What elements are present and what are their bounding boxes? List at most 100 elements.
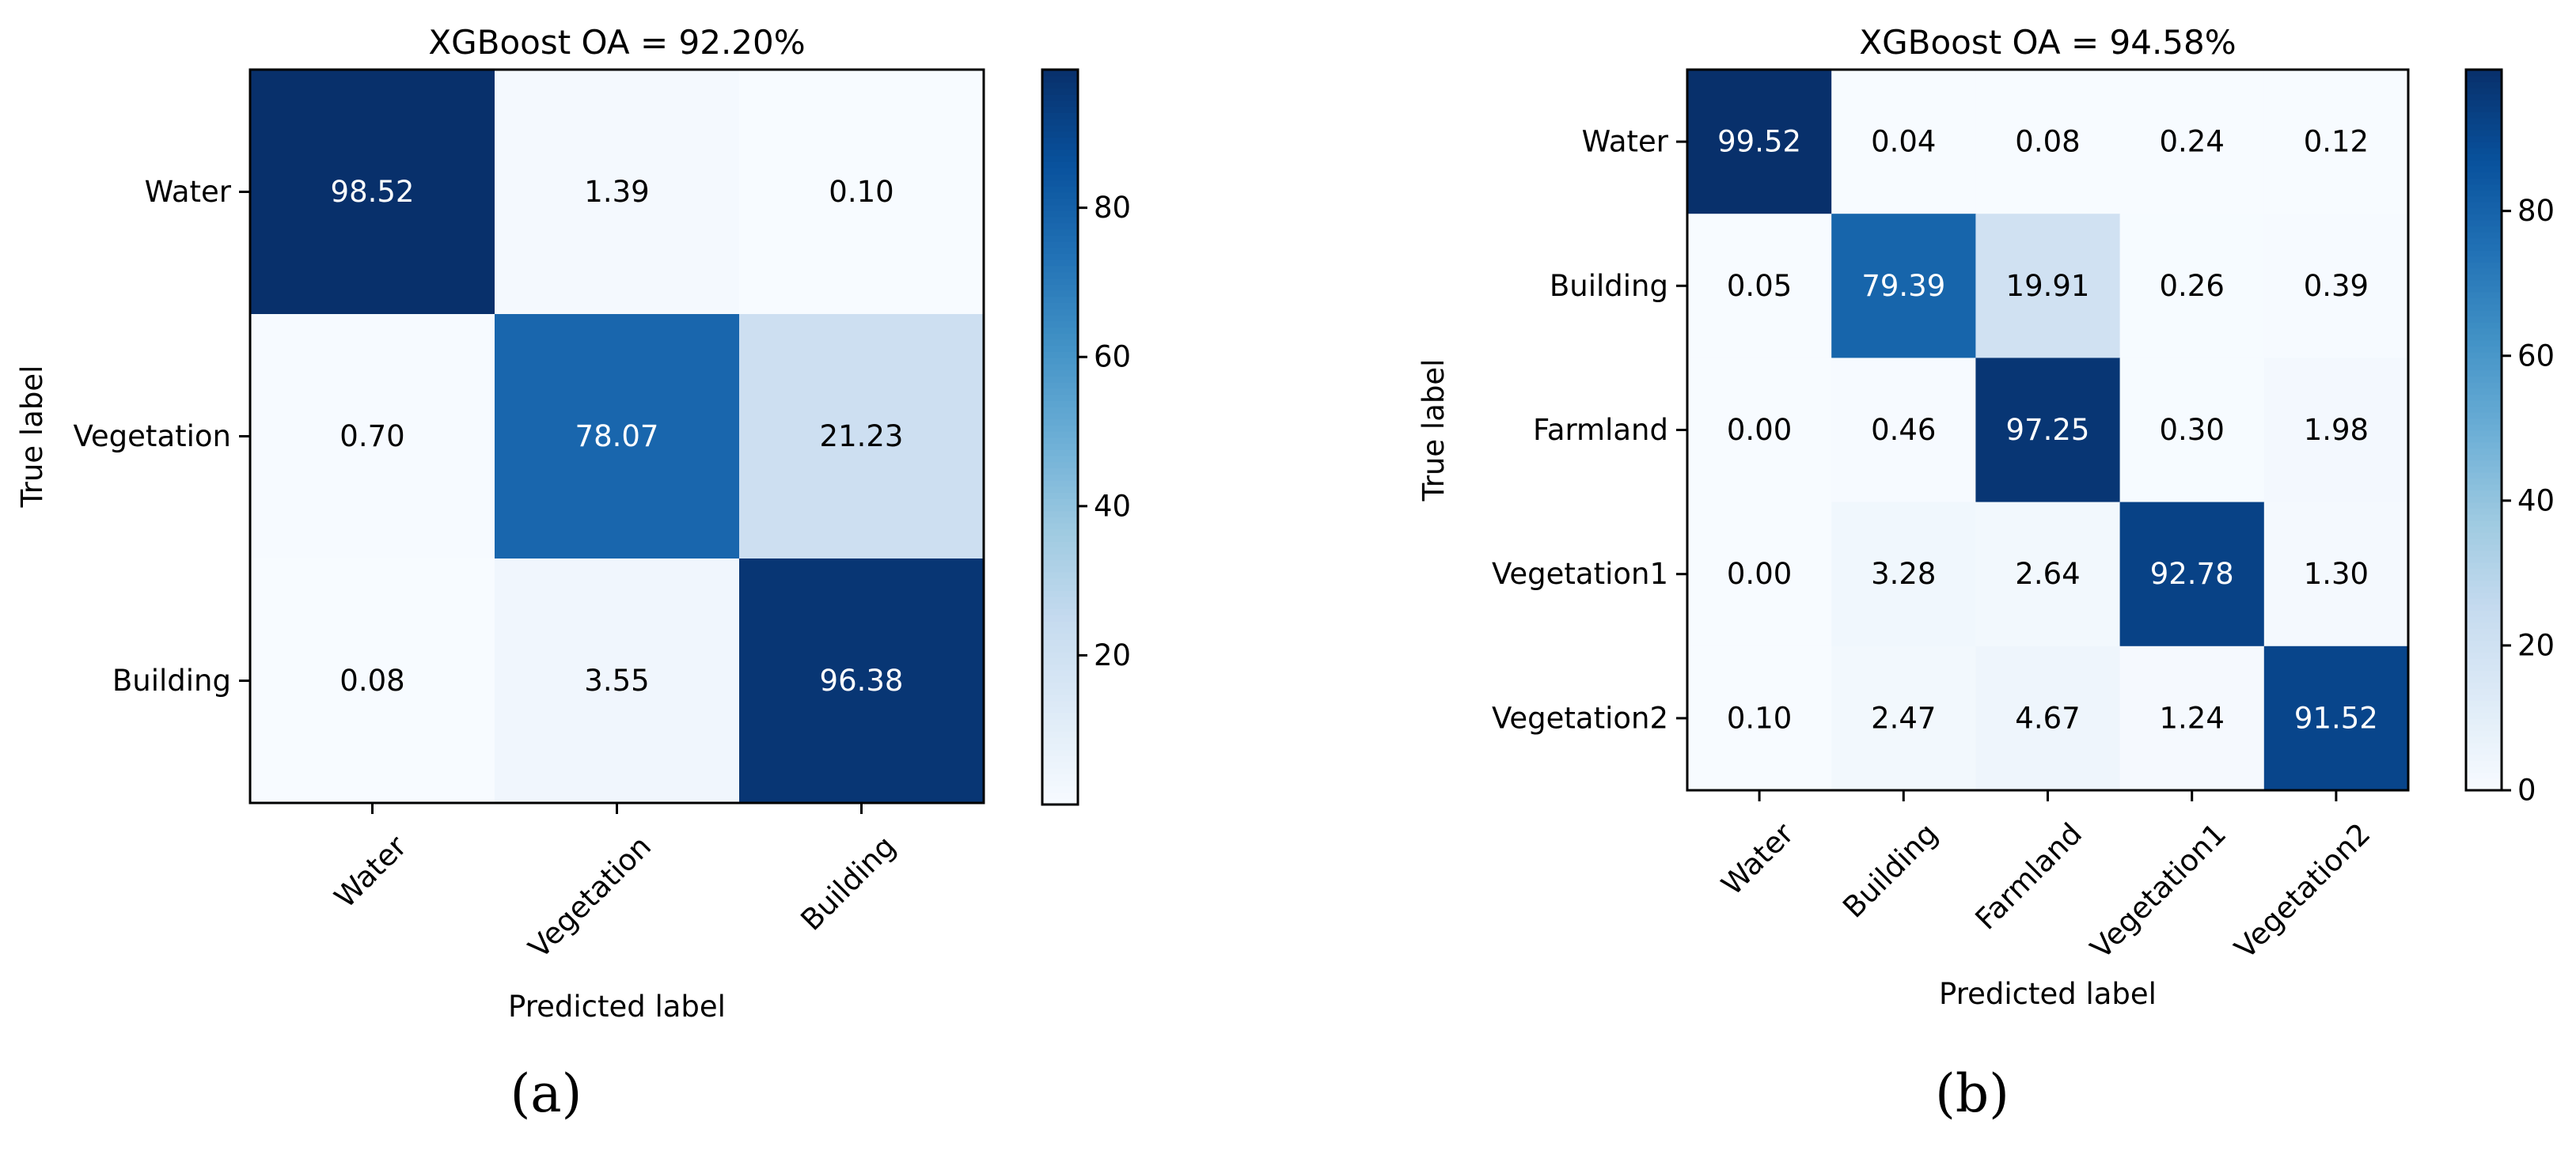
panel-a-y-axis-label: True label — [15, 365, 49, 509]
panel-a-colorbar-segment — [1042, 559, 1078, 566]
panel-b-colorbar-segment — [2466, 346, 2502, 353]
panel-b-colorbar-segment — [2466, 309, 2502, 317]
panel-b-colorbar-segment — [2466, 177, 2502, 185]
panel-a-colorbar-segment — [1042, 247, 1078, 255]
panel-a-colorbar-segment — [1042, 388, 1078, 396]
panel-b-cell-value: 4.67 — [2015, 701, 2080, 735]
panel-a-colorbar-segment — [1042, 93, 1078, 101]
panel-a-colorbar-segment — [1042, 406, 1078, 414]
panel-b-colorbar-segment — [2466, 466, 2502, 473]
panel-a-colorbar-segment — [1042, 455, 1078, 463]
panel-b-colorbar-segment — [2466, 622, 2502, 629]
panel-b-colorbar-segment — [2466, 730, 2502, 737]
panel-b-colorbar-segment — [2466, 123, 2502, 131]
panel-a-colorbar-segment — [1042, 461, 1078, 469]
panel-b-cell-value: 91.52 — [2294, 701, 2378, 735]
panel-b-colorbar-segment — [2466, 634, 2502, 642]
panel-b-colorbar-segment — [2466, 585, 2502, 593]
panel-a-colorbar-segment — [1042, 736, 1078, 744]
panel-b-colorbar-segment — [2466, 483, 2502, 491]
panel-a-colorbar-segment — [1042, 774, 1078, 781]
panel-a-colorbar-segment — [1042, 492, 1078, 499]
panel-b-cell-value: 0.24 — [2160, 125, 2225, 159]
panel-b-cell-value: 2.47 — [1871, 701, 1936, 735]
panel-b-colorbar-segment — [2466, 267, 2502, 274]
panel-a-colorbar-segment — [1042, 142, 1078, 150]
panel-a-colorbar-segment — [1042, 112, 1078, 119]
panel-a-colorbar-segment — [1042, 498, 1078, 505]
panel-b-cell — [2263, 70, 2409, 214]
panel-b-colorbar-segment — [2466, 640, 2502, 647]
panel-a-colorbar-segment — [1042, 468, 1078, 475]
panel-b-colorbar-segment — [2466, 406, 2502, 413]
panel-b-colorbar-segment — [2466, 207, 2502, 214]
panel-a-y-tick-label: Vegetation — [73, 419, 231, 453]
panel-b-colorbar-segment — [2466, 772, 2502, 779]
panel-a-colorbar-tick-label: 80 — [1094, 191, 1131, 225]
panel-b-colorbar-segment — [2466, 453, 2502, 461]
panel-b-colorbar-segment — [2466, 538, 2502, 545]
panel-b-cell-value: 1.98 — [2304, 413, 2369, 447]
panel-b-colorbar-segment — [2466, 393, 2502, 401]
panel-a-colorbar-segment — [1042, 412, 1078, 420]
panel-a-colorbar-segment — [1042, 633, 1078, 640]
panel-a-colorbar-segment — [1042, 186, 1078, 193]
panel-b-x-tick-label: Water — [1715, 816, 1800, 902]
panel-b-colorbar-segment — [2466, 760, 2502, 767]
panel-b-colorbar-tick-label: 0 — [2517, 774, 2536, 808]
panel-b-colorbar-segment — [2466, 189, 2502, 197]
panel-b-colorbar-segment — [2466, 99, 2502, 107]
panel-a-colorbar-segment — [1042, 216, 1078, 224]
panel-a-colorbar-frame — [1041, 68, 1079, 806]
panel-b-cell-value: 92.78 — [2150, 557, 2234, 591]
panel-b-cell-value: 0.10 — [1727, 701, 1792, 735]
panel-a-colorbar-segment — [1042, 320, 1078, 328]
panel-b-colorbar-segment — [2466, 129, 2502, 137]
panel-b-colorbar-segment — [2466, 334, 2502, 341]
panel-b-colorbar-segment — [2466, 399, 2502, 407]
panel-a-colorbar-tick-label: 20 — [1094, 638, 1131, 672]
panel-a-colorbar-segment — [1042, 81, 1078, 89]
panel-b-colorbar-segment — [2466, 81, 2502, 89]
panel-a-cell — [495, 314, 740, 559]
panel-b-colorbar-tick-label: 20 — [2517, 628, 2555, 662]
panel-a-colorbar-segment — [1042, 155, 1078, 162]
panel-b-cell — [2263, 214, 2409, 358]
panel-a-colorbar-segment — [1042, 651, 1078, 658]
panel-b-colorbar-segment — [2466, 231, 2502, 239]
panel-b-cell — [1687, 358, 1832, 503]
panel-a-colorbar-segment — [1042, 278, 1078, 285]
panel-a-cell — [739, 558, 984, 804]
panel-b-colorbar-segment — [2466, 460, 2502, 467]
panel-a-colorbar-segment — [1042, 131, 1078, 138]
panel-b-cell — [1831, 358, 1976, 503]
panel-a-cell-value: 98.52 — [331, 175, 415, 209]
panel-a-colorbar-segment — [1042, 210, 1078, 218]
panel-a-colorbar-segment — [1042, 767, 1078, 775]
panel-b-colorbar-segment — [2466, 70, 2502, 77]
panel-b-cell-value: 0.04 — [1871, 125, 1936, 159]
panel-a-cell — [739, 314, 984, 559]
panel-a-cell — [250, 558, 495, 804]
panel-b-colorbar-segment — [2466, 117, 2502, 125]
panel-b-cell-value: 99.52 — [1717, 125, 1801, 159]
panel-b-colorbar-segment — [2466, 430, 2502, 437]
panel-a-colorbar-segment — [1042, 786, 1078, 793]
panel-a-colorbar-segment — [1042, 486, 1078, 493]
panel-a-colorbar-tick-label: 60 — [1094, 340, 1131, 374]
panel-a-cell — [495, 70, 740, 315]
panel-b-colorbar-segment — [2466, 664, 2502, 671]
panel-a-colorbar-segment — [1042, 302, 1078, 309]
panel-a-colorbar-segment — [1042, 638, 1078, 646]
panel-b-colorbar-segment — [2466, 147, 2502, 155]
panel-b-cell-value: 3.28 — [1871, 557, 1936, 591]
panel-a-cell-value: 96.38 — [820, 664, 904, 698]
panel-b-colorbar-segment — [2466, 165, 2502, 172]
panel-b-colorbar-segment — [2466, 376, 2502, 383]
panel-b-colorbar-segment — [2466, 543, 2502, 551]
panel-b-colorbar-segment — [2466, 520, 2502, 527]
panel-a-colorbar-segment — [1042, 357, 1078, 365]
panel-a-colorbar-segment — [1042, 694, 1078, 702]
panel-b-colorbar-segment — [2466, 304, 2502, 311]
panel-b-colorbar-segment — [2466, 202, 2502, 209]
